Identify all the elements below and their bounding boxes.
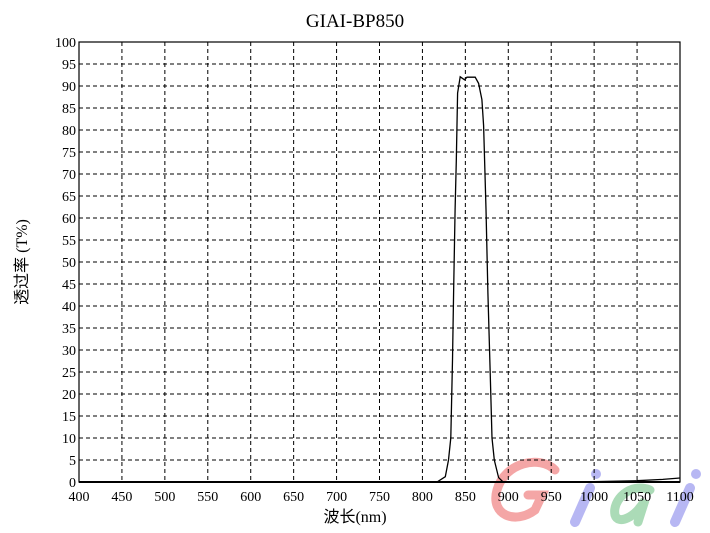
y-tick-label: 15 bbox=[62, 410, 76, 425]
x-tick-label: 700 bbox=[326, 490, 347, 505]
y-tick-label: 10 bbox=[62, 432, 76, 447]
y-tick-label: 25 bbox=[62, 366, 76, 381]
y-tick-label: 60 bbox=[62, 212, 76, 227]
y-tick-label: 0 bbox=[69, 476, 76, 491]
grid bbox=[79, 42, 680, 482]
y-tick-label: 90 bbox=[62, 80, 76, 95]
x-tick-label: 900 bbox=[498, 490, 519, 505]
x-tick-label: 500 bbox=[154, 490, 175, 505]
x-tick-label: 450 bbox=[111, 490, 132, 505]
x-tick-label: 600 bbox=[240, 490, 261, 505]
y-tick-label: 5 bbox=[69, 454, 76, 469]
y-tick-label: 45 bbox=[62, 278, 76, 293]
watermark-dot bbox=[691, 469, 701, 479]
x-tick-label: 550 bbox=[197, 490, 218, 505]
watermark-letter-g bbox=[491, 457, 560, 522]
x-tick-label: 1100 bbox=[666, 490, 693, 505]
y-tick-label: 40 bbox=[62, 300, 76, 315]
x-tick-label: 950 bbox=[541, 490, 562, 505]
watermark-letter-a bbox=[610, 483, 655, 527]
x-tick-label: 800 bbox=[412, 490, 433, 505]
y-tick-labels: 0 5 10 15 20 25 30 35 40 45 50 55 60 65 70 75 80 85 90 95 10… bbox=[55, 36, 76, 491]
x-axis-label: 波长(nm) bbox=[323, 508, 386, 526]
chart-title: GIAI-BP850 bbox=[306, 11, 404, 32]
y-tick-label: 65 bbox=[62, 190, 76, 205]
y-tick-label: 30 bbox=[62, 344, 76, 359]
x-tick-label: 650 bbox=[283, 490, 304, 505]
series-line-transmission bbox=[79, 75, 681, 483]
y-tick-label: 35 bbox=[62, 322, 76, 337]
y-tick-label: 80 bbox=[62, 124, 76, 139]
y-tick-label: 20 bbox=[62, 388, 76, 403]
y-tick-label: 100 bbox=[55, 36, 76, 51]
watermark-letter-i bbox=[670, 483, 695, 527]
watermark-letter-i bbox=[570, 483, 595, 527]
x-tick-label: 850 bbox=[455, 490, 476, 505]
x-tick-label: 1000 bbox=[580, 490, 608, 505]
y-tick-label: 95 bbox=[62, 58, 76, 73]
y-tick-label: 75 bbox=[62, 146, 76, 161]
y-tick-label: 85 bbox=[62, 102, 76, 117]
x-tick-labels: 400 450 500 550 600 650 700 750 800 850 900 950 1000… bbox=[69, 490, 694, 505]
x-tick-label: 1050 bbox=[623, 490, 651, 505]
y-axis-label: 透过率 (T%) bbox=[13, 219, 31, 305]
x-tick-label: 400 bbox=[69, 490, 90, 505]
x-tick-label: 750 bbox=[369, 490, 390, 505]
watermark-dot bbox=[591, 469, 601, 479]
watermark-logo bbox=[491, 457, 701, 527]
y-tick-label: 55 bbox=[62, 234, 76, 249]
y-tick-label: 50 bbox=[62, 256, 76, 271]
y-tick-label: 70 bbox=[62, 168, 76, 183]
